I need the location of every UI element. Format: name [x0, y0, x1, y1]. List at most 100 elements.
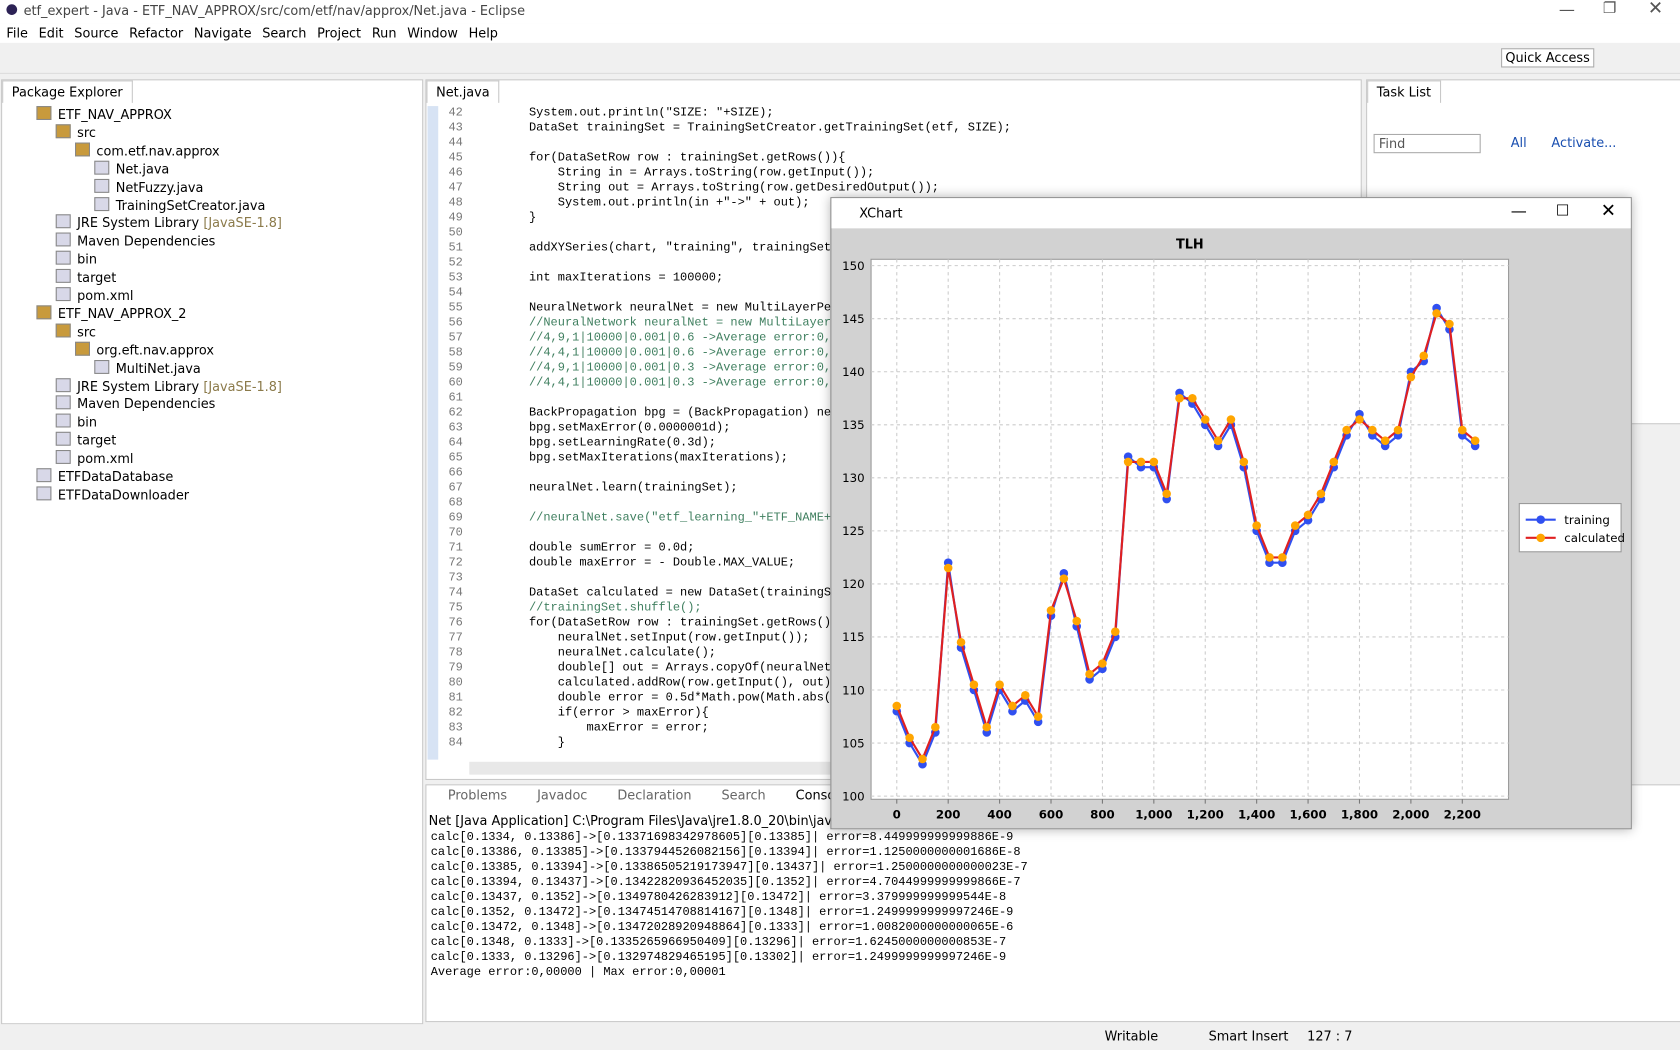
- point: [969, 680, 979, 689]
- tree-row[interactable]: JRE System Library [JavaSE-1.8]: [34, 377, 282, 396]
- menu-item[interactable]: Navigate: [193, 25, 252, 41]
- tree-icon: [55, 431, 71, 446]
- tree-row[interactable]: bin: [34, 250, 97, 269]
- menu-item[interactable]: Search: [262, 25, 307, 41]
- tree-row[interactable]: pom.xml: [34, 287, 133, 305]
- code-line: 49 }: [426, 212, 1347, 227]
- menu-item[interactable]: Edit: [38, 25, 64, 41]
- xchart-title: XChart: [859, 205, 903, 221]
- tree-row[interactable]: Net.java: [73, 160, 169, 178]
- tree-row[interactable]: org.eft.nav.approx: [54, 341, 214, 359]
- menu-item[interactable]: Run: [371, 25, 397, 41]
- tree-row[interactable]: ETFDataDatabase: [15, 468, 173, 486]
- y-tick-label: 140: [842, 365, 864, 379]
- point: [1239, 457, 1249, 467]
- menu-item[interactable]: Source: [74, 25, 119, 41]
- tree-icon: [36, 486, 52, 501]
- activate-link[interactable]: Activate...: [1551, 135, 1617, 151]
- line-number: 79: [448, 662, 463, 676]
- tree-row[interactable]: src: [34, 323, 96, 341]
- line-number: 82: [448, 707, 463, 721]
- task-list-tab[interactable]: Task List: [1367, 80, 1441, 103]
- code-line: 54: [426, 287, 1347, 302]
- x-tick-label: 2,000: [1392, 808, 1429, 822]
- close[interactable]: ✕: [1647, 0, 1664, 20]
- menu-item[interactable]: Window: [407, 25, 458, 41]
- restore[interactable]: ❐: [1602, 0, 1617, 18]
- code-text: String out = Arrays.toString(row.getDesi…: [471, 182, 939, 196]
- line-number: 62: [448, 407, 463, 421]
- tree-row[interactable]: bin: [34, 413, 97, 432]
- xchart-minimize[interactable]: —: [1510, 201, 1527, 221]
- tree-icon: [55, 214, 71, 229]
- quick-access[interactable]: Quick Access: [1501, 48, 1595, 68]
- console-line: calc[0.1348, 0.1333]->[0.133526596695040…: [430, 936, 1007, 950]
- line-number: 52: [448, 257, 463, 271]
- tree-row[interactable]: ETF_NAV_APPROX_2: [15, 305, 186, 323]
- tree-row[interactable]: Maven Dependencies: [34, 395, 215, 414]
- x-tick-label: 2,200: [1444, 808, 1481, 822]
- window-title: etf_expert - Java - ETF_NAV_APPROX/src/c…: [23, 3, 526, 19]
- code-line: 78 neuralNet.calculate();: [426, 647, 1347, 662]
- menu-item[interactable]: Help: [468, 25, 498, 41]
- status-writable: Writable: [1104, 1028, 1159, 1044]
- line-number: 69: [448, 512, 463, 526]
- tree-tag: [JavaSE-1.8]: [203, 378, 282, 394]
- x-tick-label: 1,400: [1238, 808, 1275, 822]
- bottom-tab[interactable]: Search: [721, 787, 766, 803]
- point: [943, 563, 953, 573]
- tree-row[interactable]: ETFDataDownloader: [15, 486, 189, 504]
- console-line: calc[0.1334, 0.13386]->[0.13371698342978…: [430, 831, 1014, 845]
- chart: TLH 100 105 110 115 120 125 130 135 140 145 150 0 200…: [831, 228, 1631, 829]
- tree-row[interactable]: Maven Dependencies: [34, 232, 215, 251]
- minimize[interactable]: —: [1558, 0, 1576, 20]
- tree-row[interactable]: src: [34, 124, 96, 142]
- status-insert: Smart Insert: [1208, 1028, 1289, 1044]
- line-number: 66: [448, 467, 463, 481]
- xchart-maximize[interactable]: ☐: [1555, 202, 1570, 220]
- tree-icon: [55, 124, 71, 139]
- tree-row[interactable]: target: [34, 431, 117, 450]
- menu-item[interactable]: File: [6, 25, 28, 41]
- editor-tab[interactable]: Net.java: [426, 80, 500, 103]
- find-box[interactable]: Find: [1373, 133, 1481, 154]
- tree-row[interactable]: ETF_NAV_APPROX: [15, 106, 172, 124]
- bottom-tab[interactable]: Declaration: [617, 787, 692, 803]
- tree-row[interactable]: target: [34, 269, 116, 287]
- code-line: 45 for(DataSetRow row : trainingSet.getR…: [426, 152, 1347, 167]
- menu-item[interactable]: Project: [317, 25, 362, 41]
- code-line: 73: [426, 572, 1347, 587]
- tree-icon: [36, 468, 52, 483]
- bottom-tab[interactable]: Problems: [447, 787, 508, 803]
- code: 42 System.out.println("SIZE: "+SIZE); 43 …: [426, 107, 1347, 761]
- package-explorer: Package Explorer ETF_NAV_APPROX src com.et…: [1, 79, 424, 1025]
- all-link[interactable]: All: [1510, 135, 1527, 151]
- line-number: 46: [448, 167, 463, 181]
- tree-row[interactable]: com.etf.nav.approx: [54, 142, 220, 160]
- tree-row[interactable]: TrainingSetCreator.java: [73, 196, 265, 215]
- code-text: neuralNet.setInput(row.getInput());: [471, 632, 810, 646]
- code-line: 56 //NeuralNetwork neuralNet = new Multi…: [426, 317, 1347, 332]
- menu-item[interactable]: Refactor: [129, 25, 184, 41]
- xchart-close[interactable]: ✕: [1600, 200, 1616, 222]
- line-number: 68: [448, 497, 463, 511]
- code-line: 43 DataSet trainingSet = TrainingSetCrea…: [426, 122, 1347, 137]
- code-text: maxError = error;: [471, 722, 709, 736]
- tree-row[interactable]: MultiNet.java: [73, 359, 201, 378]
- line-number: 45: [448, 152, 463, 166]
- x-tick-label: 400: [987, 808, 1012, 822]
- point: [1419, 351, 1429, 361]
- code-text: }: [471, 212, 537, 226]
- code-text: for(DataSetRow row : trainingSet.getRows…: [471, 617, 839, 631]
- package-explorer-tab[interactable]: Package Explorer: [2, 80, 133, 103]
- tree-row[interactable]: pom.xml: [34, 450, 133, 468]
- tree-row[interactable]: JRE System Library [JavaSE-1.8]: [34, 214, 282, 233]
- code-line: 63 bpg.setMaxError(0.0000001d);: [426, 422, 1347, 437]
- tree-label: target: [77, 433, 117, 449]
- point: [1033, 712, 1043, 721]
- x-tick-label: 0: [893, 808, 901, 822]
- line-number: 74: [448, 587, 463, 601]
- bottom-tab[interactable]: Javadoc: [537, 787, 588, 803]
- line-number: 43: [448, 122, 463, 136]
- tree-row[interactable]: NetFuzzy.java: [73, 178, 203, 196]
